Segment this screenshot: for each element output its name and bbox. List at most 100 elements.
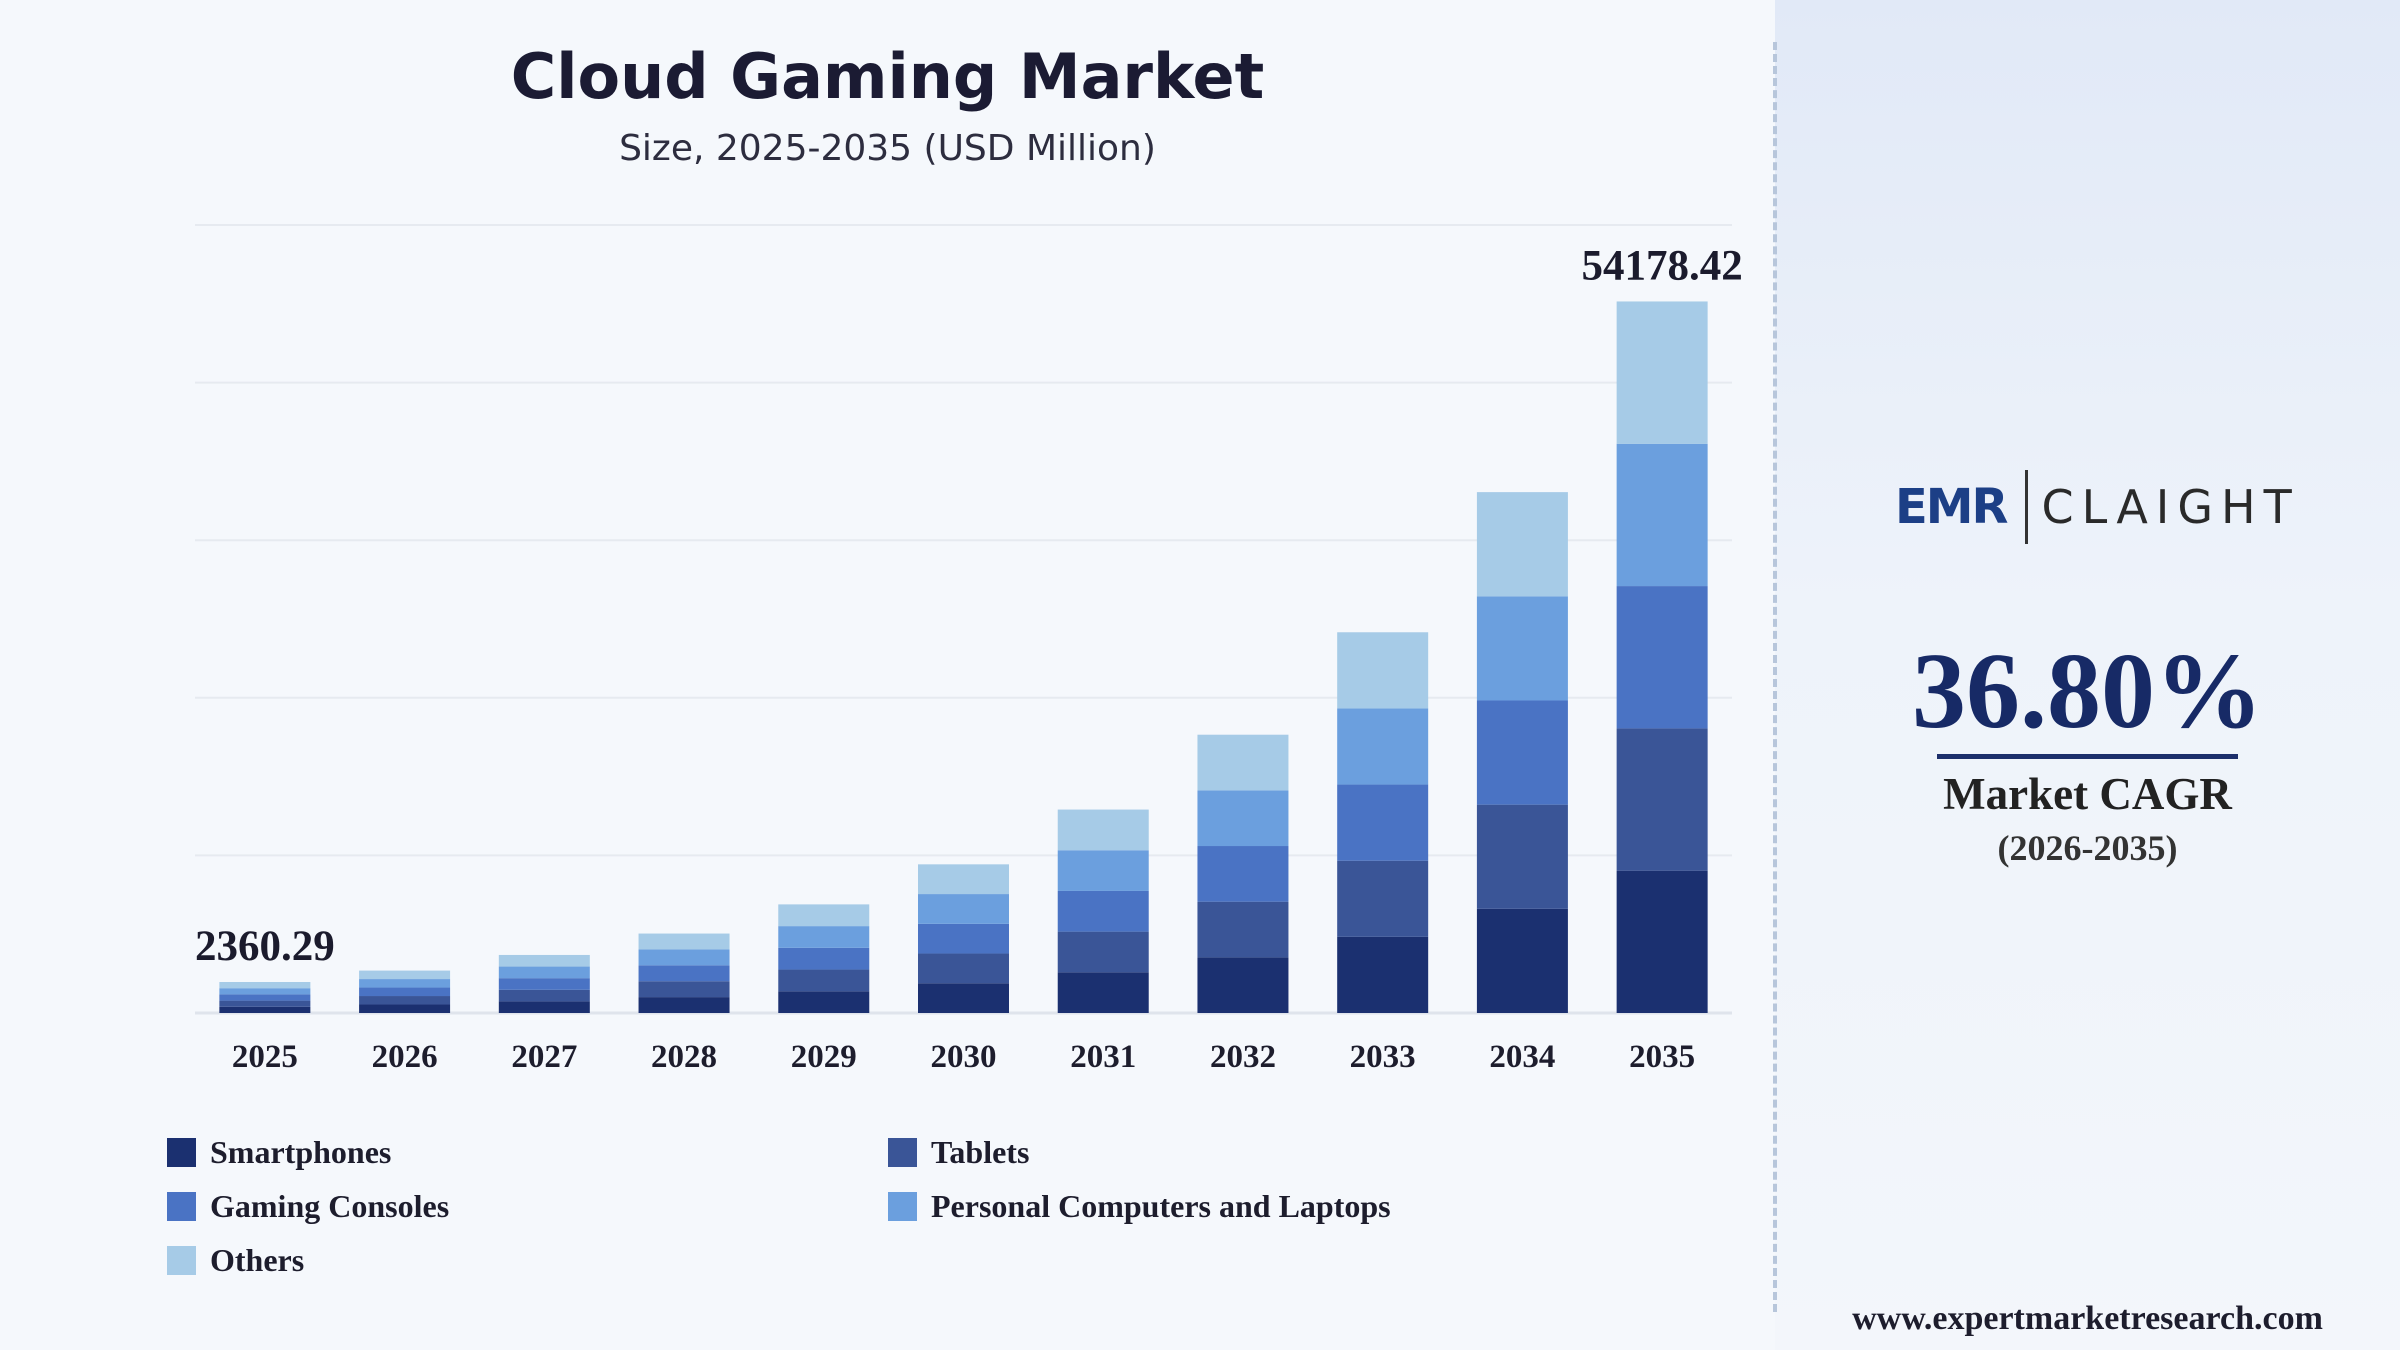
legend-label: Others [210, 1242, 305, 1278]
bar-segment-2027-smartphones [498, 1001, 590, 1013]
bar-stacks [219, 301, 1708, 1013]
bar-segment-2027-others [498, 954, 590, 967]
bar-segment-2035-personal-computers-and-laptops [1616, 443, 1708, 587]
x-tick-label-2026: 2026 [372, 1039, 438, 1075]
x-tick-label-2027: 2027 [511, 1039, 577, 1075]
panel-divider [1773, 42, 1777, 1312]
bar-segment-2032-smartphones [1197, 957, 1289, 1013]
bar-segment-2026-others [359, 970, 451, 980]
chart-title: Cloud Gaming Market [510, 40, 1265, 113]
legend-swatch [167, 1192, 196, 1221]
bar-segment-2027-personal-computers-and-laptops [498, 966, 590, 979]
website-url: www.expertmarketresearch.com [1852, 1300, 2323, 1337]
legend-label: Tablets [931, 1134, 1030, 1170]
bar-segment-2031-others [1057, 809, 1149, 851]
data-label-2035: 54178.42 [1582, 242, 1743, 289]
cagr-underline [1937, 754, 2238, 759]
bar-segment-2030-others [918, 864, 1009, 895]
chart-subtitle: Size, 2025-2035 (USD Million) [619, 128, 1156, 169]
bar-segment-2030-tablets [918, 953, 1009, 984]
x-tick-label-2035: 2035 [1629, 1039, 1695, 1075]
bar-segment-2030-smartphones [918, 983, 1009, 1013]
summary-panel [1775, 0, 2400, 1350]
legend-item-smartphones: Smartphones [167, 1134, 391, 1171]
company-logo: EMR CLAIGHT [1895, 470, 2300, 544]
x-tick-label-2033: 2033 [1350, 1039, 1416, 1075]
legend-label: Smartphones [210, 1134, 392, 1170]
bar-segment-2029-tablets [778, 969, 870, 992]
bar-segment-2032-others [1197, 734, 1289, 791]
legend-label: Gaming Consoles [210, 1188, 450, 1224]
legend-item-tablets: Tablets [888, 1134, 1029, 1171]
legend-label: Personal Computers and Laptops [931, 1188, 1391, 1224]
bar-segment-2028-tablets [638, 981, 730, 998]
cagr-label: Market CAGR [1943, 769, 2232, 819]
bar-segment-2033-gaming-consoles [1337, 784, 1429, 861]
bar-segment-2026-personal-computers-and-laptops [359, 979, 451, 988]
bar-segment-2033-personal-computers-and-laptops [1337, 708, 1429, 785]
bar-segment-2025-gaming-consoles [219, 994, 311, 1001]
bar-segment-2026-smartphones [359, 1004, 451, 1013]
bar-segment-2035-others [1616, 301, 1708, 444]
x-tick-label-2028: 2028 [651, 1039, 717, 1075]
bar-segment-2025-others [219, 982, 311, 989]
bar-segment-2034-smartphones [1476, 908, 1568, 1013]
bar-segment-2035-gaming-consoles [1616, 586, 1708, 729]
legend-swatch [888, 1192, 917, 1221]
bar-segment-2025-smartphones [219, 1006, 311, 1013]
bar-segment-2035-smartphones [1616, 870, 1708, 1013]
bar-segment-2031-tablets [1057, 931, 1149, 973]
bar-segment-2034-gaming-consoles [1476, 700, 1568, 805]
bar-segment-2031-smartphones [1057, 972, 1149, 1013]
bar-segment-2030-personal-computers-and-laptops [918, 894, 1009, 924]
x-axis-ticks: 2025 2026 2027 2028 2029 2030 2031 2032 2033 2034… [232, 1039, 1695, 1075]
legend-swatch [167, 1138, 196, 1167]
legend-item-others: Others [167, 1242, 304, 1279]
bar-segment-2029-others [778, 904, 870, 927]
data-label-2025: 2360.29 [195, 923, 335, 970]
bar-segment-2028-others [638, 933, 730, 950]
bar-segment-2033-tablets [1337, 860, 1429, 937]
legend-swatch [888, 1138, 917, 1167]
bar-segment-2031-gaming-consoles [1057, 890, 1149, 932]
bar-segment-2027-gaming-consoles [498, 978, 590, 990]
bar-segment-2029-personal-computers-and-laptops [778, 926, 870, 948]
bar-segment-2030-gaming-consoles [918, 923, 1009, 954]
logo-separator [2024, 470, 2028, 544]
bar-segment-2027-tablets [498, 989, 590, 1002]
bar-segment-2029-gaming-consoles [778, 947, 870, 970]
bar-segment-2032-tablets [1197, 901, 1289, 958]
logo-claight-text: CLAIGHT [2041, 480, 2300, 534]
bar-segment-2033-smartphones [1337, 936, 1429, 1013]
bar-segment-2028-gaming-consoles [638, 965, 730, 982]
stacked-bar-chart: 2360.29 54178.42 2025 2026 2027 2028 2029 2030… [195, 224, 1743, 1075]
legend-swatch [167, 1246, 196, 1275]
x-tick-label-2025: 2025 [232, 1039, 298, 1075]
bar-segment-2028-smartphones [638, 997, 730, 1013]
bar-segment-2026-tablets [359, 996, 451, 1005]
bar-segment-2029-smartphones [778, 991, 870, 1013]
bar-segment-2035-tablets [1616, 728, 1708, 871]
bar-segment-2032-personal-computers-and-laptops [1197, 790, 1289, 847]
cagr-period: (2026-2035) [1997, 828, 2178, 868]
x-tick-label-2032: 2032 [1210, 1039, 1276, 1075]
bar-segment-2033-others [1337, 632, 1429, 709]
x-tick-label-2031: 2031 [1070, 1039, 1136, 1075]
legend-item-personal-computers-and-laptops: Personal Computers and Laptops [888, 1188, 1391, 1225]
logo-emr-text: EMR [1895, 479, 2009, 535]
bar-segment-2034-tablets [1476, 804, 1568, 909]
bar-segment-2031-personal-computers-and-laptops [1057, 850, 1149, 891]
cagr-value: 36.80% [1912, 632, 2263, 751]
bar-segment-2034-personal-computers-and-laptops [1476, 596, 1568, 701]
bar-segment-2028-personal-computers-and-laptops [638, 949, 730, 966]
data-labels: 2360.29 54178.42 [195, 242, 1743, 970]
bar-segment-2034-others [1476, 492, 1568, 597]
bar-segment-2026-gaming-consoles [359, 987, 451, 997]
x-tick-label-2029: 2029 [791, 1039, 857, 1075]
bar-segment-2025-personal-computers-and-laptops [219, 988, 311, 995]
bar-segment-2032-gaming-consoles [1197, 846, 1289, 902]
bar-segment-2025-tablets [219, 1000, 311, 1007]
x-tick-label-2030: 2030 [931, 1039, 997, 1075]
x-tick-label-2034: 2034 [1489, 1039, 1555, 1075]
